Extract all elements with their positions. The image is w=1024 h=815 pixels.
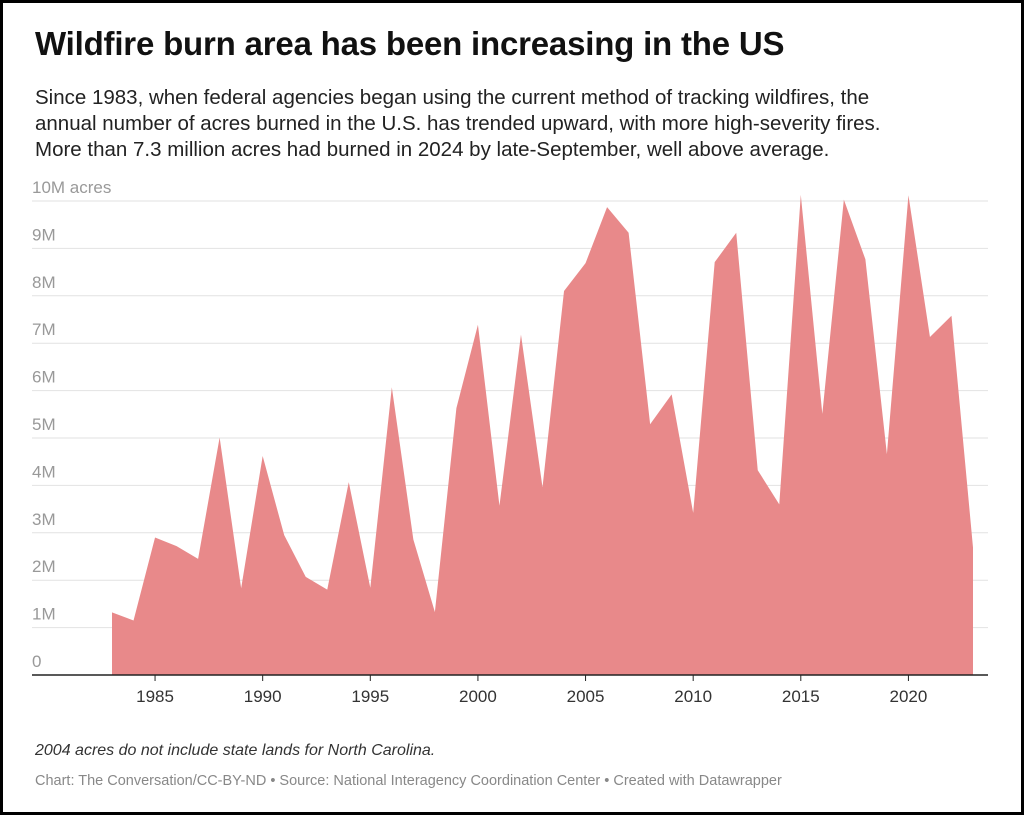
chart-credit: Chart: The Conversation/CC-BY-ND • Sourc… — [35, 773, 782, 789]
y-tick-label: 7M — [32, 320, 56, 339]
x-tick-label: 1985 — [136, 687, 174, 706]
x-tick-label: 2015 — [782, 687, 820, 706]
subtitle-line: Since 1983, when federal agencies began … — [35, 86, 870, 109]
x-tick-label: 2005 — [567, 687, 605, 706]
subtitle-line: More than 7.3 million acres had burned i… — [35, 138, 830, 161]
y-tick-label: 1M — [32, 605, 56, 624]
y-tick-label: 8M — [32, 273, 56, 292]
chart-title: Wildfire burn area has been increasing i… — [35, 25, 785, 62]
y-tick-label: 4M — [32, 462, 56, 481]
x-tick-label: 2000 — [459, 687, 497, 706]
y-tick-label: 10M acres — [32, 178, 111, 197]
subtitle-line: annual number of acres burned in the U.S… — [35, 112, 881, 135]
y-tick-label: 9M — [32, 225, 56, 244]
x-tick-label: 1995 — [351, 687, 389, 706]
y-tick-label: 6M — [32, 368, 56, 387]
chart-note: 2004 acres do not include state lands fo… — [35, 742, 436, 759]
x-tick-label: 2010 — [674, 687, 712, 706]
y-tick-label: 3M — [32, 510, 56, 529]
x-tick-label: 2020 — [890, 687, 928, 706]
y-tick-label: 5M — [32, 415, 56, 434]
x-tick-label: 1990 — [244, 687, 282, 706]
burn-area-series — [112, 194, 973, 675]
y-tick-label: 2M — [32, 557, 56, 576]
y-tick-label: 0 — [32, 652, 41, 671]
chart-subtitle: Since 1983, when federal agencies began … — [35, 85, 995, 163]
